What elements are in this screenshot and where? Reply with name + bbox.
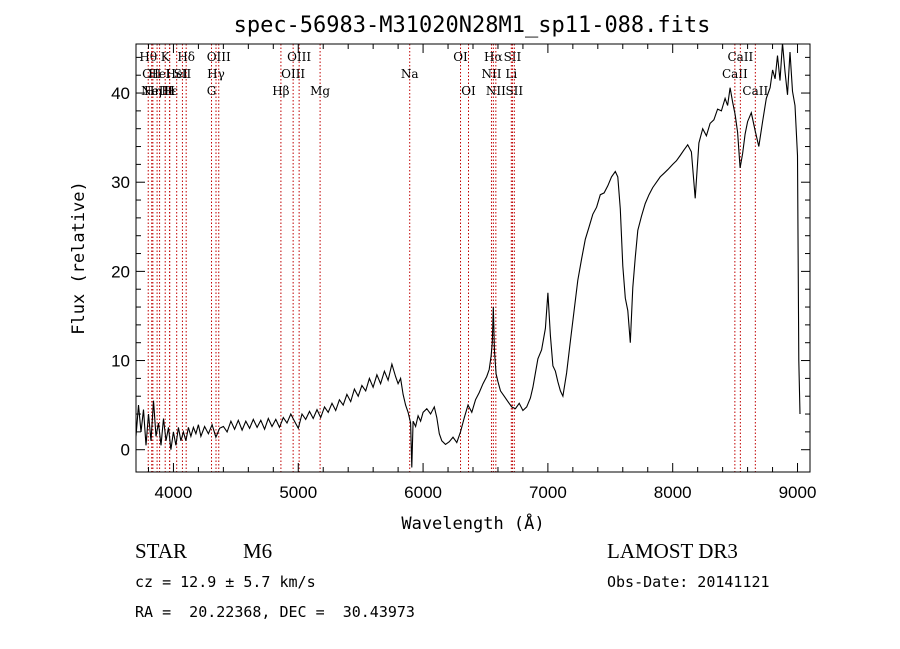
spectral-line-label: Hβ xyxy=(272,84,289,98)
spectral-line-label: Li xyxy=(505,67,517,81)
spectral-line-label: NII xyxy=(481,67,501,81)
spectral-line-label: CaII xyxy=(742,84,768,98)
spectral-line-label: SII xyxy=(174,67,192,81)
spectral-line-label: HeI xyxy=(166,67,189,81)
spectral-line-label: OII xyxy=(142,67,162,81)
spectral-line-label: G xyxy=(207,84,217,98)
spectral-line-label: Na xyxy=(401,67,419,81)
spectral-line-label: Hθ xyxy=(139,50,157,64)
x-tick-label: 6000 xyxy=(404,483,442,502)
x-tick-label: 7000 xyxy=(529,483,567,502)
observation-date: Obs-Date: 20141121 xyxy=(607,573,770,591)
x-axis-label: Wavelength (Å) xyxy=(401,512,544,534)
spectral-line-label: CaII xyxy=(722,67,748,81)
object-subclass: M6 xyxy=(243,539,273,563)
spectrum-data xyxy=(136,44,801,468)
spectral-line-label: CaII xyxy=(727,50,753,64)
spectral-line-label: OI xyxy=(453,50,468,64)
y-tick-label: 20 xyxy=(111,262,130,281)
spectrum-line xyxy=(136,44,801,468)
spectral-line-label: HeI xyxy=(148,67,171,81)
y-tick-label: 30 xyxy=(111,173,130,192)
object-class: STAR xyxy=(135,539,187,563)
x-tick-label: 4000 xyxy=(155,483,193,502)
x-tick-label: 5000 xyxy=(279,483,317,502)
y-tick-label: 0 xyxy=(121,441,130,460)
spectral-line-label: SII xyxy=(505,84,523,98)
spectral-line-label: Hδ xyxy=(177,50,195,64)
spectral-line-label: H xyxy=(164,84,174,98)
spectral-lines: HθOIIHηNeIIIHeIKHεHHeISIIHδGHγOIIIHβOIII… xyxy=(139,44,768,472)
spectral-line-label: K xyxy=(161,50,171,64)
axes: 4000 5000 6000 7000 8000 9000 0 10 20 30 40 xyxy=(111,44,816,502)
spectral-line-label: Hα xyxy=(484,50,503,64)
spectral-line-label: Hγ xyxy=(207,67,225,81)
coordinates: RA = 20.22368, DEC = 30.43973 xyxy=(135,603,415,621)
spectral-line-label: Mg xyxy=(310,84,330,98)
spectral-line-label: NII xyxy=(486,84,506,98)
spectral-line-label: OI xyxy=(461,84,476,98)
spectral-line-label: OIII xyxy=(207,50,231,64)
x-tick-label: 8000 xyxy=(654,483,692,502)
y-tick-label: 10 xyxy=(111,352,130,371)
redshift-cz: cz = 12.9 ± 5.7 km/s xyxy=(135,573,316,591)
spectral-line-label: SII xyxy=(504,50,522,64)
spectral-line-label: OIII xyxy=(287,50,311,64)
survey-name: LAMOST DR3 xyxy=(607,539,738,563)
y-tick-label: 40 xyxy=(111,84,130,103)
chart-title: spec-56983-M31020N28M1_sp11-088.fits xyxy=(234,13,711,38)
spectral-line-label: OIII xyxy=(281,67,305,81)
y-axis-label: Flux (relative) xyxy=(69,181,89,335)
x-tick-label: 9000 xyxy=(779,483,817,502)
